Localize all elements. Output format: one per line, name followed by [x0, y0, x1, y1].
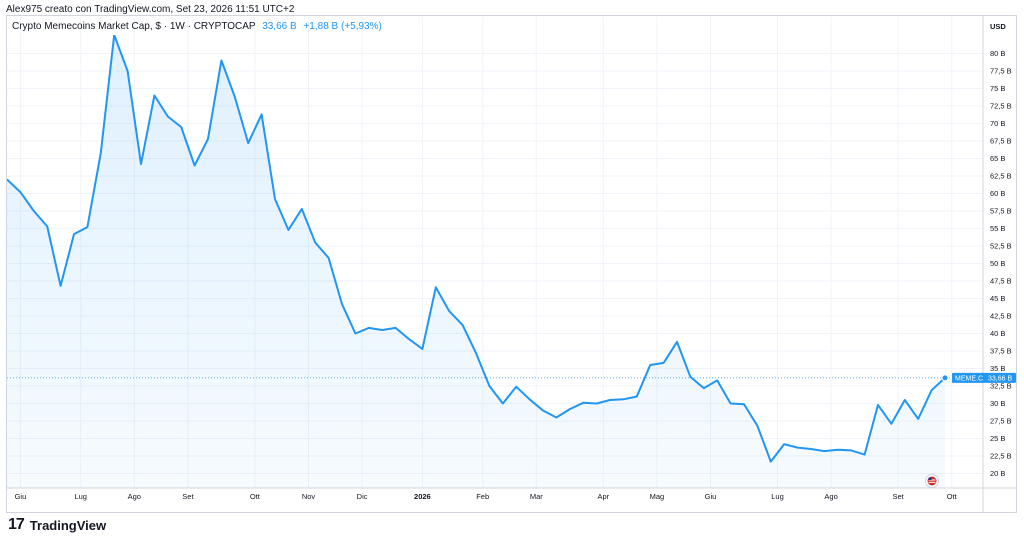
- y-tick-label: 52,5 B: [990, 242, 1012, 251]
- y-tick-label: 35 B: [990, 364, 1005, 373]
- y-tick-label: 57,5 B: [990, 207, 1012, 216]
- chart-legend: Crypto Memecoins Market Cap, $ · 1W · CR…: [12, 21, 382, 32]
- x-tick-label: Apr: [597, 492, 609, 501]
- x-tick-label: Ott: [250, 492, 261, 501]
- y-tick-label: 37,5 B: [990, 347, 1012, 356]
- y-tick-label: 72,5 B: [990, 102, 1012, 111]
- y-tick-label: 32,5 B: [990, 382, 1012, 391]
- flag-icon[interactable]: [925, 474, 939, 488]
- y-tick-label: 30 B: [990, 399, 1005, 408]
- y-tick-label: 20 B: [990, 469, 1005, 478]
- x-tick-label: Giu: [15, 492, 27, 501]
- y-tick-label: 65 B: [990, 154, 1005, 163]
- currency-label: USD: [990, 22, 1006, 31]
- x-tick-label: Mar: [530, 492, 543, 501]
- chart-series: [7, 35, 983, 488]
- x-tick-label: Ago: [128, 492, 141, 501]
- last-price-tag: MEME.C 33,66 B: [952, 372, 1016, 383]
- series-line[interactable]: [7, 35, 946, 463]
- y-tick-label: 50 B: [990, 259, 1005, 268]
- legend-change: +1,88 B (+5,93%): [303, 21, 382, 32]
- x-tick-label: Set: [182, 492, 194, 501]
- price-tag-value: 33,66 B: [988, 375, 1012, 382]
- x-tick-label: Nov: [302, 492, 316, 501]
- x-axis: Giu Lug Ago Set Ott Nov Dic 2026 Feb Mar Apr Mag Giu…: [15, 492, 958, 501]
- tradingview-logo-icon: 17: [8, 516, 25, 533]
- y-tick-label: 70 B: [990, 119, 1005, 128]
- y-tick-label: 55 B: [990, 224, 1005, 233]
- y-tick-label: 22,5 B: [990, 452, 1012, 461]
- y-tick-label: 62,5 B: [990, 172, 1012, 181]
- y-tick-label: 67,5 B: [990, 137, 1012, 146]
- last-point-marker[interactable]: [941, 374, 949, 382]
- legend-last-value: 33,66 B: [262, 21, 297, 32]
- x-tick-label: Ott: [947, 492, 958, 501]
- chart-frame: [6, 15, 1017, 513]
- x-tick-label: Lug: [74, 492, 87, 501]
- y-tick-label: 60 B: [990, 189, 1005, 198]
- series-area: [7, 35, 945, 488]
- tradingview-logo-text: TradingView: [29, 517, 107, 533]
- y-axis: 20 B 22,5 B 25 B 27,5 B 30 B 32,5 B 35 B 37,5 B…: [990, 49, 1012, 478]
- y-tick-label: 40 B: [990, 329, 1005, 338]
- tradingview-logo[interactable]: 17 TradingView: [8, 516, 106, 534]
- y-tick-label: 77,5 B: [990, 67, 1012, 76]
- x-tick-label: 2026: [414, 492, 431, 501]
- legend-symbol-name: Crypto Memecoins Market Cap, $ · 1W · CR…: [12, 21, 256, 32]
- price-tag-symbol: MEME.C: [955, 375, 983, 382]
- x-tick-label: Lug: [771, 492, 784, 501]
- y-tick-label: 42,5 B: [990, 312, 1012, 321]
- y-tick-label: 27,5 B: [990, 417, 1012, 426]
- chart-caption: Alex975 creato con TradingView.com, Set …: [6, 4, 295, 15]
- y-tick-label: 75 B: [990, 84, 1005, 93]
- x-tick-label: Set: [892, 492, 904, 501]
- x-tick-label: Ago: [824, 492, 837, 501]
- x-tick-label: Giu: [705, 492, 717, 501]
- y-tick-label: 80 B: [990, 49, 1005, 58]
- y-tick-label: 25 B: [990, 434, 1005, 443]
- price-tag-background: [952, 372, 1016, 383]
- x-tick-label: Feb: [476, 492, 489, 501]
- y-tick-label: 47,5 B: [990, 277, 1012, 286]
- x-tick-label: Dic: [357, 492, 368, 501]
- y-tick-label: 45 B: [990, 294, 1005, 303]
- x-tick-label: Mag: [650, 492, 665, 501]
